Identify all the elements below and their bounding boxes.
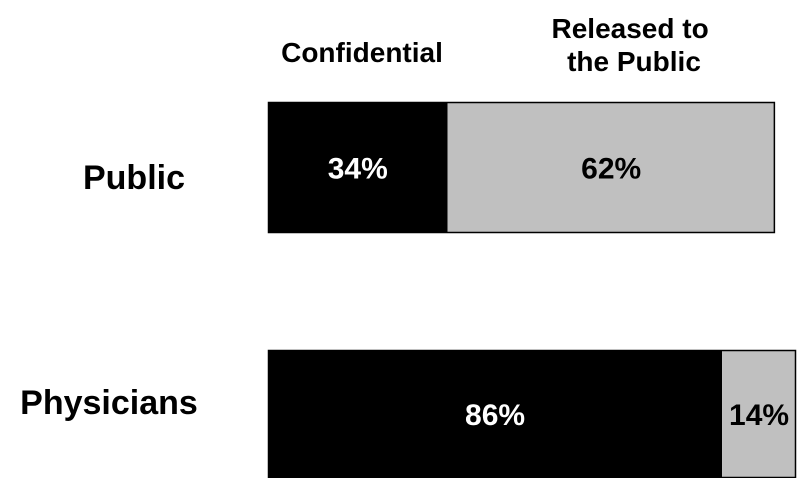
category-label-physicians: Physicians	[20, 384, 198, 422]
bar-segment-public-released	[447, 102, 775, 233]
bar-row-physicians: 86% 14%	[267, 349, 797, 478]
legend-label-released-line-1: Released to	[552, 13, 709, 44]
bars: 34% 62% 86% 14%	[267, 101, 797, 478]
category-labels: Public Physicians	[20, 159, 198, 422]
data-label-public-released: 62%	[581, 153, 641, 186]
data-label-public-confidential: 34%	[328, 153, 388, 186]
data-label-physicians-released: 14%	[729, 399, 789, 432]
category-label-public: Public	[83, 159, 185, 197]
data-label-physicians-confidential: 86%	[465, 399, 525, 432]
legend: Confidential Released to the Public	[281, 13, 717, 77]
bar-row-public: 34% 62%	[267, 101, 776, 234]
legend-label-released-line-2: the Public	[567, 46, 701, 77]
bar-segment-public-confidential	[268, 102, 448, 233]
legend-label-confidential: Confidential	[281, 37, 443, 68]
bar-segment-physicians-confidential	[268, 350, 723, 478]
bar-outline-public	[267, 101, 776, 234]
bar-segment-physicians-released	[722, 350, 796, 478]
legend-label-released: Released to the Public	[552, 13, 717, 77]
